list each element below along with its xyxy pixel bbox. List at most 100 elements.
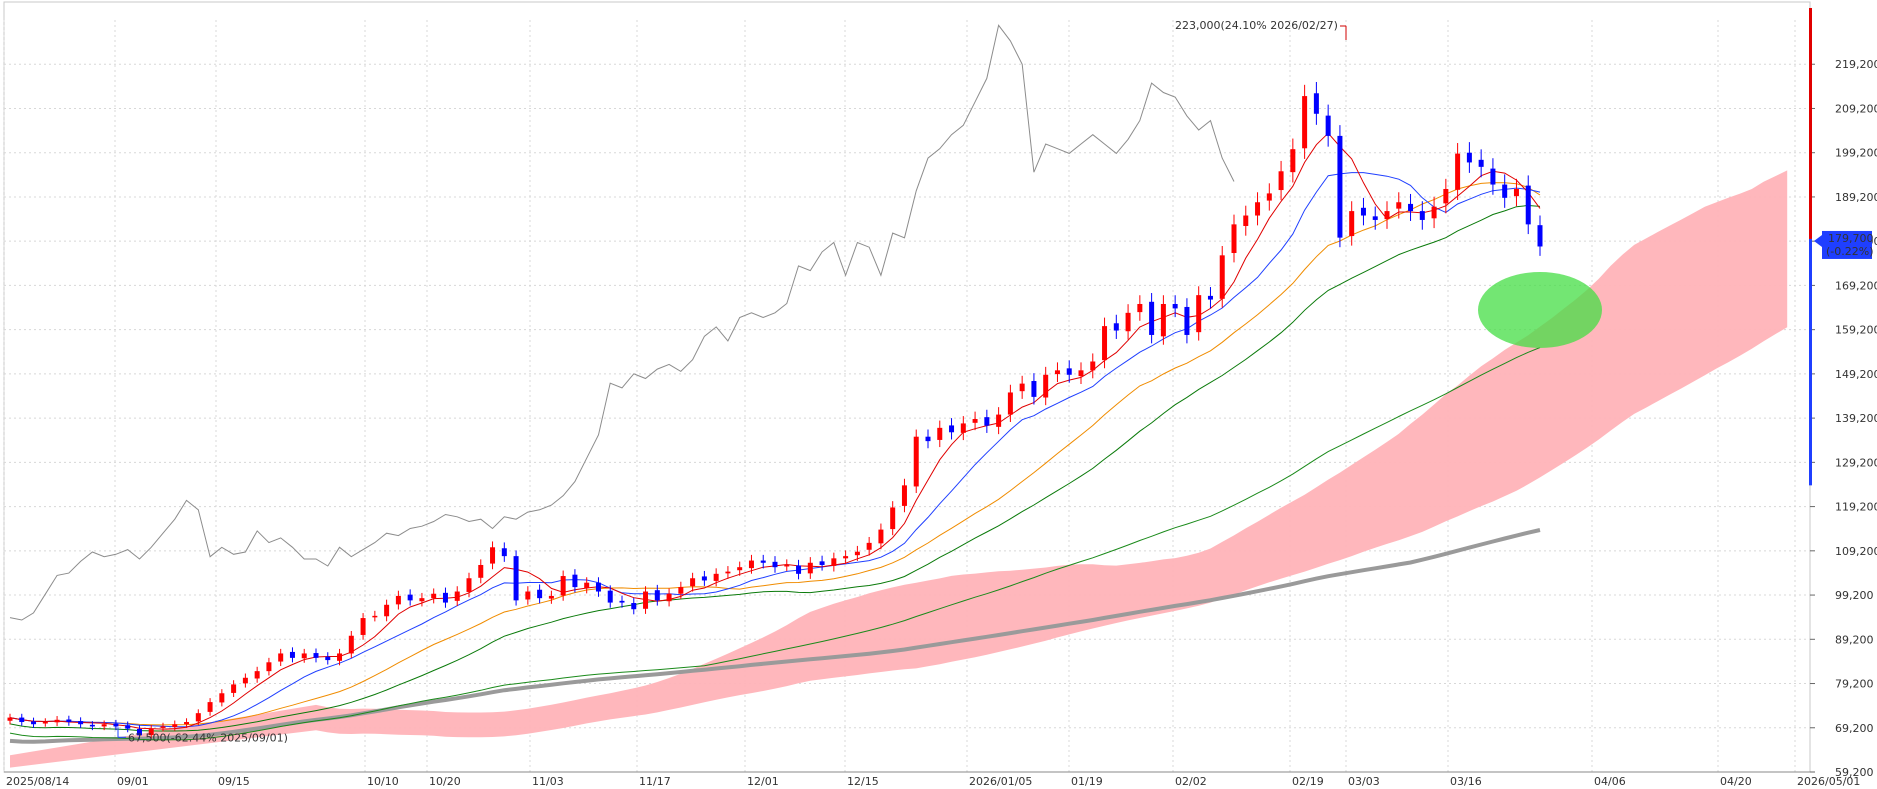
candle — [513, 556, 519, 601]
candle — [501, 548, 507, 557]
x-tick-label: 02/19 — [1292, 775, 1324, 788]
candle — [325, 656, 331, 661]
candle — [1455, 153, 1461, 190]
candle — [1384, 211, 1390, 220]
candle — [607, 590, 613, 603]
candle — [819, 561, 825, 565]
candle — [1431, 206, 1437, 219]
candle — [760, 560, 766, 563]
candle — [360, 618, 366, 635]
candle — [1207, 295, 1213, 300]
base-line — [9, 204, 1541, 732]
candle — [901, 485, 907, 506]
y-tick-label: 209,200 — [1835, 102, 1877, 115]
x-tick-label: 04/06 — [1594, 775, 1626, 788]
candle — [337, 653, 343, 661]
candle — [1360, 207, 1366, 216]
x-tick-label: 10/20 — [429, 775, 461, 788]
candle — [1113, 323, 1119, 331]
candle — [713, 573, 719, 581]
candle — [1078, 370, 1084, 377]
current-price-pointer — [1814, 234, 1822, 247]
candle — [1513, 188, 1519, 197]
candle — [384, 604, 390, 617]
candle — [313, 653, 319, 658]
candle — [737, 567, 743, 571]
candle — [184, 722, 190, 725]
candle — [1243, 215, 1249, 226]
x-tick-label: 11/03 — [532, 775, 564, 788]
candle — [807, 562, 813, 574]
candle — [54, 719, 60, 723]
candle — [1408, 203, 1414, 212]
low-annotation: 67,500(-62.44% 2025/09/01) — [128, 731, 288, 744]
candle — [1396, 202, 1402, 209]
candle — [1278, 171, 1284, 191]
candle — [1537, 225, 1543, 247]
candle — [643, 591, 649, 609]
candle — [148, 728, 154, 735]
candle — [442, 592, 448, 603]
candle — [172, 724, 178, 728]
candle — [395, 595, 401, 605]
candle — [913, 436, 919, 487]
current-change-label: (-0.22%) — [1826, 245, 1874, 258]
candle — [1066, 368, 1072, 375]
candle — [595, 582, 601, 592]
current-price-label: 179,700 — [1828, 232, 1874, 245]
candle — [7, 717, 13, 721]
x-tick-label: 09/01 — [117, 775, 149, 788]
candle — [466, 578, 472, 592]
candle — [419, 598, 425, 602]
lagging-span — [9, 24, 1235, 621]
candle — [1443, 188, 1449, 204]
candle — [949, 425, 955, 433]
candle — [890, 507, 896, 530]
candle — [866, 542, 872, 550]
candle — [854, 551, 860, 556]
candle — [748, 560, 754, 569]
candle — [301, 653, 307, 659]
x-tick-label: 10/10 — [367, 775, 399, 788]
candle — [1160, 303, 1166, 337]
ma120-line — [9, 528, 1541, 744]
candle — [1337, 135, 1343, 238]
high-annotation: 223,000(24.10% 2026/02/27) — [1175, 19, 1338, 32]
x-tick-label: 11/17 — [639, 775, 671, 788]
candle — [1419, 211, 1425, 220]
candle — [1325, 115, 1331, 136]
candle — [1137, 303, 1143, 313]
y-tick-label: 129,200 — [1835, 456, 1877, 469]
candle — [796, 565, 802, 574]
candle — [160, 726, 166, 728]
x-tick-label: 02/02 — [1175, 775, 1207, 788]
candle — [219, 693, 225, 703]
candle — [701, 576, 707, 581]
y-tick-label: 199,200 — [1835, 147, 1877, 160]
ma20-line — [9, 182, 1541, 726]
candle — [831, 558, 837, 566]
y-tick-label: 139,200 — [1835, 412, 1877, 425]
y-tick-label: 59,200 — [1835, 766, 1874, 779]
y-tick-label: 189,200 — [1835, 191, 1877, 204]
current-price-box — [1822, 230, 1872, 259]
y-tick-label: 119,200 — [1835, 501, 1877, 514]
candle — [1349, 211, 1355, 237]
ichimoku-cloud — [10, 170, 1788, 768]
candle — [42, 722, 48, 724]
candle — [1019, 383, 1025, 392]
candle — [66, 719, 72, 723]
candle — [1313, 93, 1319, 114]
candle — [207, 702, 213, 712]
candle — [537, 589, 543, 599]
x-tick-label: 04/20 — [1720, 775, 1752, 788]
candle — [348, 635, 354, 654]
candle — [478, 564, 484, 578]
candle — [1172, 303, 1178, 309]
candle — [1043, 374, 1049, 398]
candle — [572, 574, 578, 588]
candle — [242, 677, 248, 684]
y-tick-label: 79,200 — [1835, 678, 1874, 691]
x-tick-label: 03/16 — [1450, 775, 1482, 788]
